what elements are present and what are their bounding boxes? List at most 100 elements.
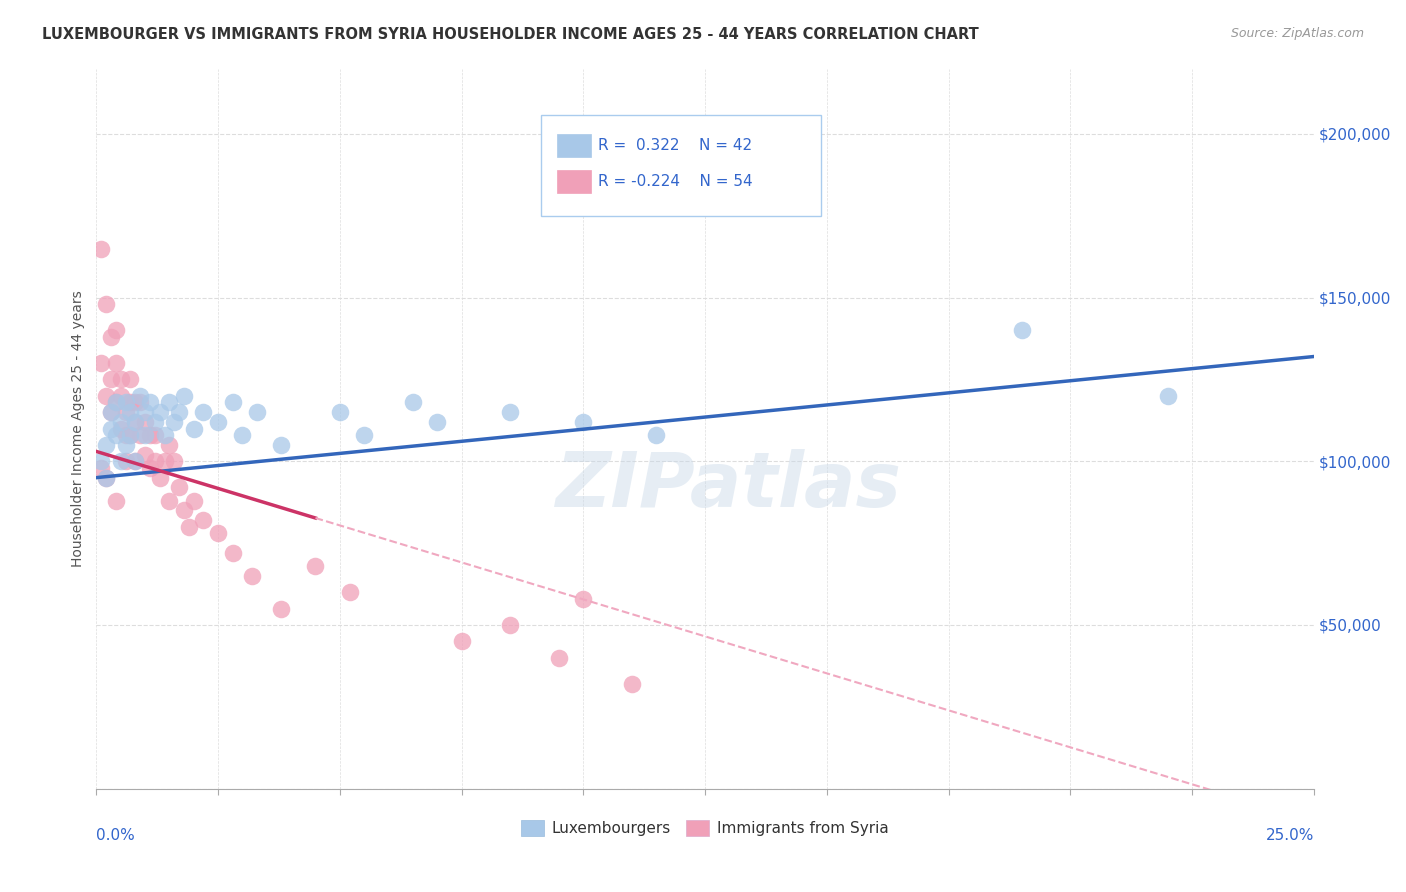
- Point: [104, 493, 127, 508]
- Point: [114, 438, 136, 452]
- Point: [167, 480, 190, 494]
- Point: [134, 448, 156, 462]
- Point: [134, 405, 156, 419]
- Point: [157, 438, 180, 452]
- Point: [114, 395, 136, 409]
- Point: [149, 470, 172, 484]
- Point: [353, 428, 375, 442]
- Point: [104, 395, 127, 409]
- Point: [167, 405, 190, 419]
- Point: [402, 395, 425, 409]
- Text: 0.0%: 0.0%: [97, 828, 135, 843]
- Point: [139, 460, 162, 475]
- Text: 25.0%: 25.0%: [1265, 828, 1313, 843]
- Text: R = -0.224    N = 54: R = -0.224 N = 54: [598, 174, 752, 189]
- Point: [450, 634, 472, 648]
- Point: [572, 415, 595, 429]
- Point: [240, 569, 263, 583]
- Point: [110, 454, 132, 468]
- Point: [100, 405, 122, 419]
- Point: [110, 415, 132, 429]
- Point: [183, 493, 205, 508]
- Point: [124, 454, 146, 468]
- Point: [124, 415, 146, 429]
- Point: [94, 470, 117, 484]
- Bar: [557, 170, 591, 193]
- Point: [90, 454, 112, 468]
- Point: [134, 415, 156, 429]
- Point: [329, 405, 352, 419]
- Point: [104, 356, 127, 370]
- Point: [90, 460, 112, 475]
- Point: [120, 405, 142, 419]
- Point: [104, 428, 127, 442]
- Point: [129, 428, 152, 442]
- Point: [231, 428, 253, 442]
- Point: [222, 395, 245, 409]
- Point: [621, 677, 644, 691]
- Point: [426, 415, 449, 429]
- Point: [110, 372, 132, 386]
- Point: [153, 428, 176, 442]
- Bar: [557, 134, 591, 157]
- Point: [114, 405, 136, 419]
- Point: [90, 242, 112, 256]
- Point: [193, 513, 215, 527]
- Point: [120, 395, 142, 409]
- Point: [100, 421, 122, 435]
- Point: [100, 330, 122, 344]
- Point: [104, 323, 127, 337]
- Point: [163, 415, 186, 429]
- Point: [114, 454, 136, 468]
- Point: [120, 372, 142, 386]
- Point: [177, 519, 200, 533]
- Point: [129, 389, 152, 403]
- Point: [173, 503, 195, 517]
- Point: [207, 526, 229, 541]
- Point: [183, 421, 205, 435]
- Point: [246, 405, 269, 419]
- Point: [110, 389, 132, 403]
- Point: [149, 405, 172, 419]
- Point: [124, 415, 146, 429]
- Point: [134, 428, 156, 442]
- Point: [139, 428, 162, 442]
- Point: [143, 454, 166, 468]
- Point: [94, 470, 117, 484]
- Point: [94, 438, 117, 452]
- Text: Source: ZipAtlas.com: Source: ZipAtlas.com: [1230, 27, 1364, 40]
- Point: [143, 428, 166, 442]
- Point: [129, 395, 152, 409]
- Point: [572, 591, 595, 606]
- Point: [339, 585, 361, 599]
- Point: [94, 297, 117, 311]
- FancyBboxPatch shape: [541, 115, 821, 216]
- Point: [114, 428, 136, 442]
- Point: [139, 395, 162, 409]
- Point: [270, 438, 292, 452]
- Text: R =  0.322    N = 42: R = 0.322 N = 42: [598, 138, 752, 153]
- Point: [143, 415, 166, 429]
- Point: [100, 405, 122, 419]
- Point: [207, 415, 229, 429]
- Point: [193, 405, 215, 419]
- Point: [153, 454, 176, 468]
- Point: [1156, 389, 1178, 403]
- Point: [222, 546, 245, 560]
- Point: [94, 389, 117, 403]
- Point: [104, 395, 127, 409]
- Point: [124, 454, 146, 468]
- Point: [100, 372, 122, 386]
- Y-axis label: Householder Income Ages 25 - 44 years: Householder Income Ages 25 - 44 years: [72, 290, 86, 567]
- Point: [157, 493, 180, 508]
- Point: [270, 601, 292, 615]
- Point: [120, 428, 142, 442]
- Point: [124, 395, 146, 409]
- Point: [173, 389, 195, 403]
- Point: [645, 428, 668, 442]
- Text: ZIPatlas: ZIPatlas: [557, 450, 903, 523]
- Text: LUXEMBOURGER VS IMMIGRANTS FROM SYRIA HOUSEHOLDER INCOME AGES 25 - 44 YEARS CORR: LUXEMBOURGER VS IMMIGRANTS FROM SYRIA HO…: [42, 27, 979, 42]
- Point: [90, 356, 112, 370]
- Point: [499, 618, 522, 632]
- Point: [499, 405, 522, 419]
